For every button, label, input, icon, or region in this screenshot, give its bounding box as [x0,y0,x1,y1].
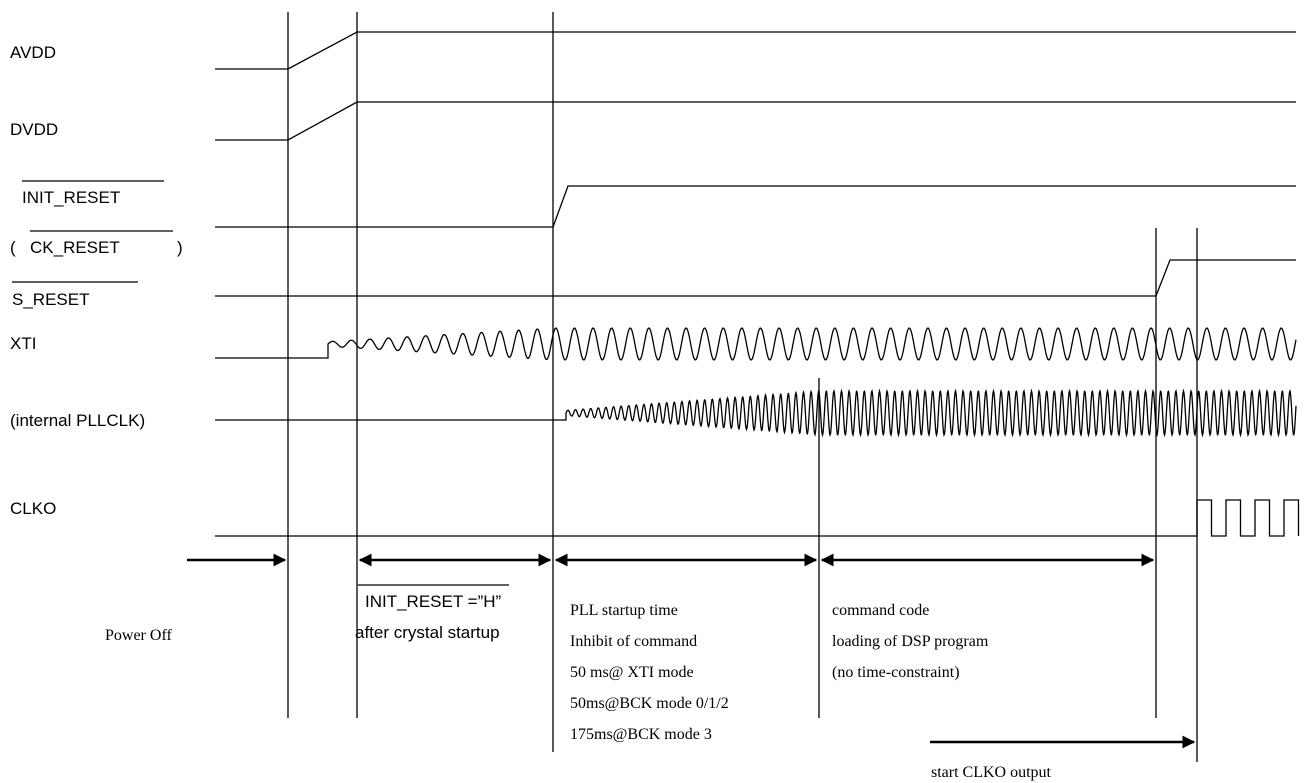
command-text-3: (no time-constraint) [832,664,960,681]
pll-text-3: 50 ms@ XTI mode [570,664,694,681]
init-cond-after: after crystal startup [355,623,500,642]
s-reset-label: S_RESET [12,290,89,309]
pllclk-waveform [215,388,1297,438]
pll-text-5: 175ms@BCK mode 3 [570,726,712,743]
init-reset-waveform [215,185,1296,228]
clko-label: CLKO [10,499,56,518]
init-cond-value: =”H” [463,592,502,611]
pllclk-label: (internal PLLCLK) [10,411,145,430]
power-off-text: Power Off [105,627,172,644]
dvdd-label: DVDD [10,120,58,139]
duration-arrows [187,553,1196,749]
init-cond-line-1: INIT_RESET =”H” [365,592,502,611]
command-text-1: command code [832,602,929,619]
ck-reset-open-paren: ( [10,238,16,257]
ck-reset-label: CK_RESET [30,238,120,257]
clko-start-text: start CLKO output [931,764,1052,781]
pll-text-2: Inhibit of command [570,633,697,650]
xti-waveform [215,327,1297,361]
init-cond-signal: INIT_RESET [365,592,463,611]
dvdd-waveform [215,101,1296,141]
ck-reset-close-paren: ) [177,238,183,257]
event-lines [287,12,1198,762]
pll-text-4: 50ms@BCK mode 0/1/2 [570,695,729,712]
signal-labels: AVDD DVDD INIT_RESET ( CK_RESET ) S_RESE… [10,43,183,518]
xti-label: XTI [10,334,36,353]
pll-text-1: PLL startup time [570,602,678,619]
avdd-label: AVDD [10,43,56,62]
s-reset-waveform [215,259,1296,297]
clko-waveform [215,499,1300,537]
init-reset-label: INIT_RESET [22,188,120,207]
phase-annotations: Power Off INIT_RESET =”H” after crystal … [105,584,1052,781]
command-text-2: loading of DSP program [832,633,989,650]
waveforms [215,31,1300,537]
avdd-waveform [215,31,1296,70]
